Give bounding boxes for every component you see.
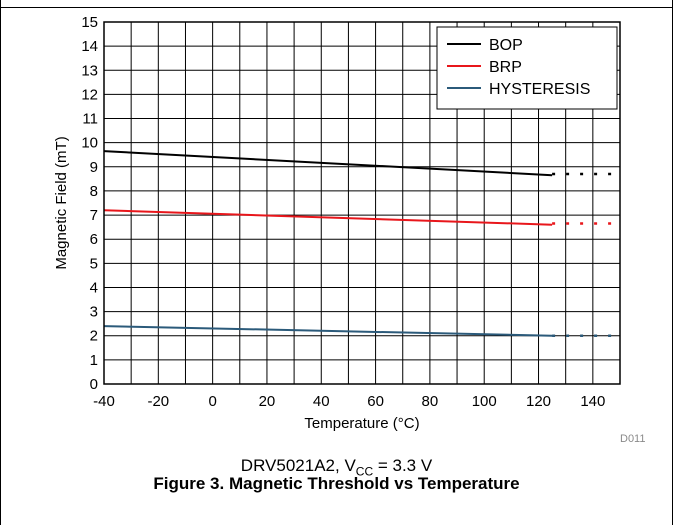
y-tick-label: 15 — [81, 14, 98, 31]
legend: BOP BRP HYSTERESIS — [436, 26, 618, 110]
x-axis-label: Temperature (°C) — [304, 415, 419, 432]
x-tick-label: 100 — [472, 393, 497, 410]
series-line-brp — [103, 209, 553, 226]
subcaption-text: DRV5021A2, V — [240, 456, 356, 475]
chart-series — [103, 150, 620, 337]
series-line-hysteresis — [103, 325, 553, 337]
y-tick-label: 5 — [90, 255, 98, 272]
y-tick-label: 6 — [90, 231, 98, 248]
y-axis-label: Magnetic Field (mT) — [53, 136, 70, 269]
y-tick-label: 1 — [90, 352, 98, 369]
legend-label-brp: BRP — [489, 59, 522, 76]
y-tick-label: 3 — [90, 304, 98, 321]
y-tick-label: 11 — [82, 111, 98, 128]
y-tick-label: 12 — [81, 86, 98, 103]
plot-border — [103, 21, 621, 385]
x-tick-label: 80 — [422, 393, 439, 410]
y-tick-label: 0 — [90, 376, 98, 393]
x-tick-label: -20 — [147, 393, 169, 410]
x-tick-label: 120 — [526, 393, 551, 410]
y-tick-label: 14 — [81, 38, 98, 55]
x-tick-label: 20 — [259, 393, 276, 410]
series-line-bop — [103, 150, 553, 177]
legend-box — [436, 26, 618, 110]
tick-labels: -40 -20 0 20 40 60 80 100 120 1400123456789101112… — [81, 14, 605, 410]
figure-code: D011 — [620, 433, 646, 445]
chart: -40 -20 0 20 40 60 80 100 120 1400123456789101112… — [53, 14, 621, 432]
legend-label-bop: BOP — [489, 37, 523, 54]
subcaption-subscript: CC — [355, 464, 374, 479]
x-tick-label: 60 — [367, 393, 384, 410]
legend-label-hysteresis: HYSTERESIS — [489, 81, 590, 98]
subcaption-tail: = 3.3 V — [373, 456, 433, 475]
figure-caption: Figure 3. Magnetic Threshold vs Temperat… — [153, 474, 520, 493]
y-tick-label: 2 — [90, 328, 98, 345]
y-tick-label: 4 — [90, 279, 98, 296]
figure-subcaption: DRV5021A2, VCC = 3.3 V — [0, 456, 673, 478]
y-tick-label: 13 — [81, 62, 98, 79]
x-tick-label: 0 — [208, 393, 216, 410]
y-tick-label: 10 — [81, 135, 98, 152]
x-tick-label: -40 — [93, 393, 115, 410]
y-tick-label: 7 — [90, 207, 98, 224]
y-tick-label: 8 — [90, 183, 98, 200]
y-tick-label: 9 — [90, 159, 98, 176]
x-tick-label: 140 — [580, 393, 605, 410]
x-tick-label: 40 — [313, 393, 330, 410]
